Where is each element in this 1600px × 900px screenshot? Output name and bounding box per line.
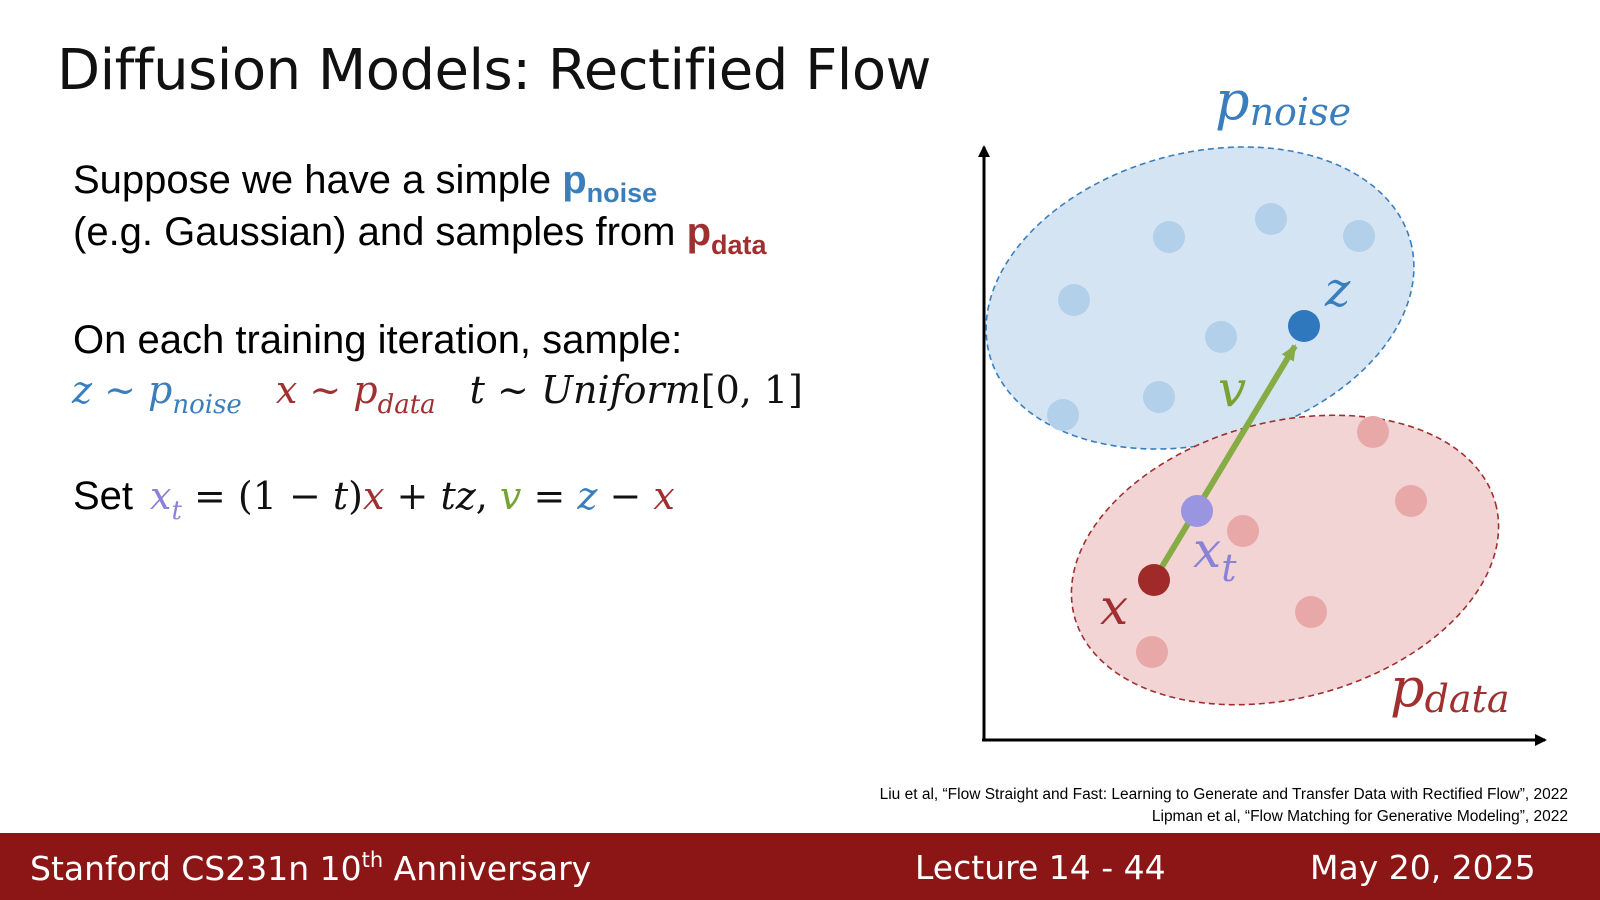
p-data-diagram-label: pdata <box>1390 656 1509 721</box>
noise-sample-dot <box>1255 203 1287 235</box>
body-line-2: (e.g. Gaussian) and samples from pdata <box>73 210 767 261</box>
t-sample: t ~ Uniform[0, 1] <box>469 368 803 412</box>
body-line-1: Suppose we have a simple pnoise <box>73 158 657 209</box>
noise-sample-dot <box>1143 381 1175 413</box>
z-diagram-label: z <box>1324 262 1351 318</box>
noise-sample-dot <box>1205 321 1237 353</box>
data-sample-dot <box>1295 596 1327 628</box>
noise-sample-dot <box>1047 399 1079 431</box>
noise-sample-dot <box>1058 284 1090 316</box>
x-diagram-label: x <box>1100 578 1128 636</box>
velocity-arrow <box>1151 344 1298 582</box>
z-sample: z ~ pnoise <box>72 368 242 420</box>
x-term: x <box>363 474 385 518</box>
slide-title: Diffusion Models: Rectified Flow <box>57 38 931 103</box>
xt-diagram-label: xt <box>1193 521 1237 590</box>
x-sample-dot <box>1138 564 1170 596</box>
xt-sample-dot <box>1181 495 1213 527</box>
z-term: z <box>577 474 598 518</box>
noise-samples <box>1047 203 1375 431</box>
set-label: Set <box>73 474 134 518</box>
citation-lipman: Lipman et al, “Flow Matching for Generat… <box>1151 808 1568 825</box>
xt-term: xt <box>150 474 182 526</box>
p-data-label: pdata <box>686 210 767 260</box>
p-noise-diagram-label: pnoise <box>1215 69 1351 134</box>
data-samples <box>1136 416 1427 668</box>
footer-course: Stanford CS231n 10th Anniversary <box>30 848 592 888</box>
x-term-2: x <box>653 474 675 518</box>
set-formula: xt = (1 − t)x + tz, v = z − x <box>150 474 675 526</box>
data-sample-dot <box>1395 485 1427 517</box>
body-line-3: On each training iteration, sample: <box>73 318 683 362</box>
data-sample-dot <box>1227 515 1259 547</box>
x-sample: x ~ pdata <box>275 368 436 420</box>
noise-sample-dot <box>1343 220 1375 252</box>
data-sample-dot <box>1357 416 1389 448</box>
body-line-2-text: (e.g. Gaussian) and samples from <box>73 210 687 254</box>
v-term: v <box>499 474 522 518</box>
data-sample-dot <box>1136 636 1168 668</box>
z-sample-dot <box>1288 310 1320 342</box>
data-distribution-region <box>1070 414 1500 706</box>
footer-date: May 20, 2025 <box>1310 848 1536 887</box>
tz-term: tz <box>440 474 476 518</box>
body-line-1-text: Suppose we have a simple <box>73 158 563 202</box>
sampling-formula: z ~ pnoise x ~ pdata t ~ Uniform[0, 1] <box>72 368 803 420</box>
noise-sample-dot <box>1153 221 1185 253</box>
p-noise-label: pnoise <box>562 158 658 208</box>
footer-bar: Stanford CS231n 10th Anniversary Lecture… <box>0 833 1600 900</box>
citation-liu: Liu et al, “Flow Straight and Fast: Lear… <box>879 786 1568 803</box>
v-diagram-label: v <box>1218 360 1246 418</box>
noise-distribution-region <box>985 146 1415 450</box>
footer-lecture: Lecture 14 - 44 <box>915 848 1166 887</box>
